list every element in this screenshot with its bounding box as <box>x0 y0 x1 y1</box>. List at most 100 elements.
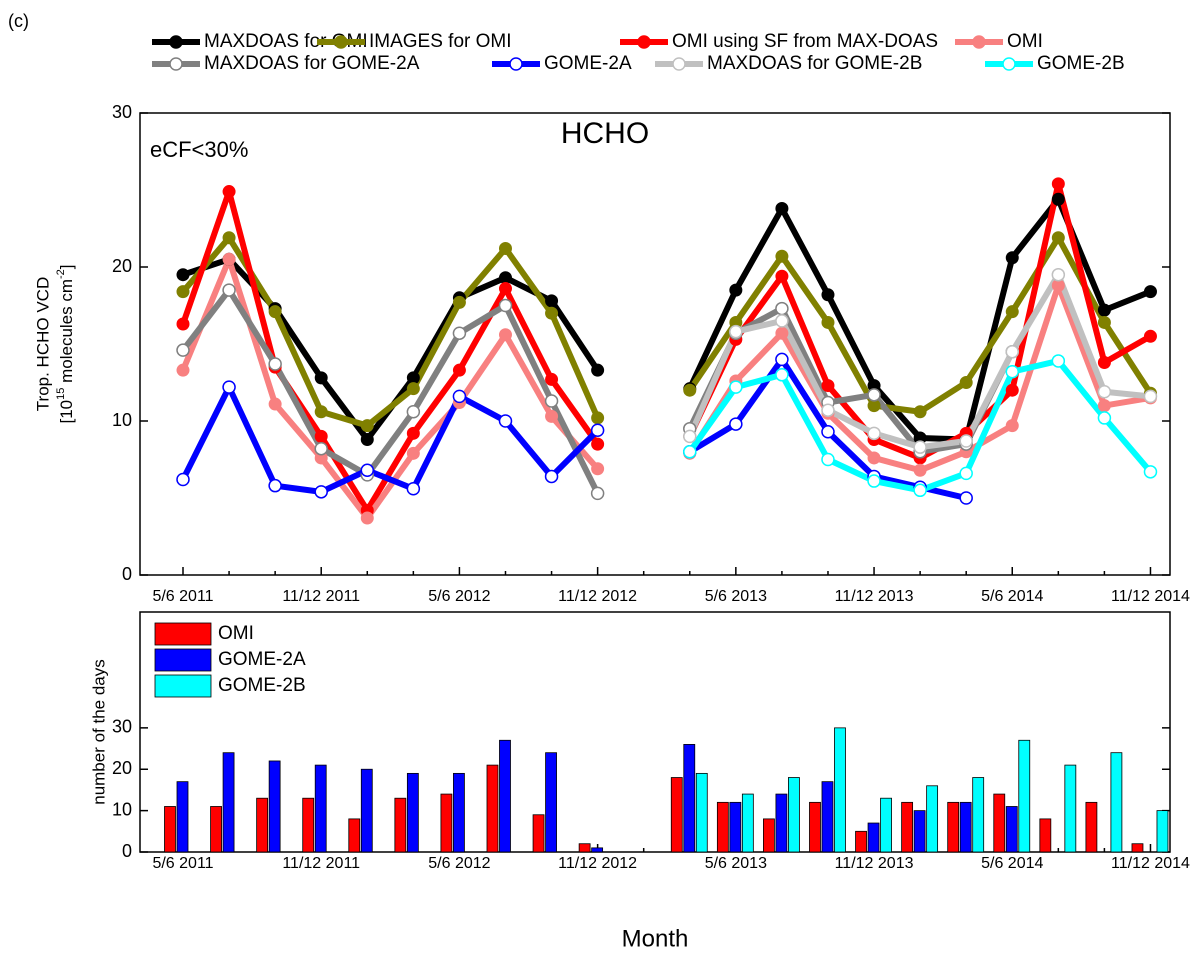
annotation: eCF<30% <box>150 137 248 162</box>
x-tick-label: 5/6 2014 <box>981 588 1043 605</box>
bar <box>972 777 985 853</box>
x-tick-label: 11/12 2014 <box>1111 588 1190 605</box>
legend-label: IMAGES for OMI <box>369 31 512 52</box>
bar <box>741 793 754 853</box>
marker <box>729 380 743 394</box>
bar <box>360 768 373 853</box>
marker <box>590 423 605 437</box>
bar <box>1018 739 1031 853</box>
marker <box>1143 329 1157 343</box>
marker <box>222 185 236 199</box>
bar <box>729 801 742 853</box>
marker <box>775 314 789 328</box>
bar <box>1110 752 1123 853</box>
marker <box>452 326 467 340</box>
marker <box>314 405 328 419</box>
marker <box>360 419 374 433</box>
marker <box>590 486 605 501</box>
marker <box>222 231 236 245</box>
bar <box>926 785 939 853</box>
bar <box>545 752 557 853</box>
marker <box>591 437 605 451</box>
bar <box>947 801 960 853</box>
bar <box>578 843 591 853</box>
marker <box>959 491 973 505</box>
bar <box>314 764 327 853</box>
legend-label: GOME-2B <box>218 675 306 696</box>
bar <box>591 847 604 853</box>
x-tick-label: 5/6 2012 <box>428 588 490 605</box>
x-tick-label: 5/6 2011 <box>152 588 213 605</box>
top-plot-frame <box>139 112 1171 576</box>
bar <box>959 801 972 853</box>
legend-swatch <box>154 622 212 646</box>
legend-marker <box>509 57 523 71</box>
marker <box>775 201 789 215</box>
panel-label: (c) <box>8 11 29 31</box>
marker <box>959 466 973 481</box>
marker <box>821 403 835 417</box>
legend-marker <box>334 35 348 49</box>
marker <box>775 326 789 340</box>
y-tick-label: 0 <box>122 564 132 584</box>
legend-label: OMI <box>218 623 254 644</box>
marker <box>683 383 697 397</box>
x-tick-label: 5/6 2014 <box>981 855 1043 872</box>
marker <box>498 414 513 428</box>
y-tick-label: 20 <box>112 256 132 276</box>
marker <box>1051 192 1065 206</box>
y-tick-label: 0 <box>122 841 132 861</box>
legend-label: OMI <box>1007 31 1043 52</box>
bar <box>210 806 222 853</box>
marker <box>775 352 789 367</box>
bar <box>763 818 775 853</box>
legend-label: GOME-2A <box>218 649 306 670</box>
marker <box>1097 315 1111 329</box>
y-tick-label: 30 <box>112 717 132 737</box>
marker <box>406 405 421 419</box>
bar <box>164 806 176 853</box>
x-tick-label: 11/12 2013 <box>835 855 914 872</box>
marker <box>498 298 513 313</box>
marker <box>591 363 605 377</box>
marker <box>821 379 835 393</box>
marker <box>314 429 328 443</box>
marker <box>821 288 835 302</box>
unit-part: ] <box>57 264 76 269</box>
legend-marker <box>169 57 183 71</box>
marker <box>268 357 282 371</box>
bar <box>683 744 696 853</box>
x-tick-label: 5/6 2013 <box>705 855 767 872</box>
bar <box>1131 843 1144 853</box>
bar <box>788 777 800 853</box>
series-line <box>180 180 1152 514</box>
marker <box>1143 389 1158 404</box>
marker <box>176 317 190 331</box>
marker <box>314 441 328 456</box>
legend-marker <box>972 35 986 49</box>
unit-part: molecules cm <box>57 279 76 388</box>
y-tick-label: 30 <box>112 102 132 122</box>
bar <box>834 727 846 853</box>
marker <box>729 283 743 297</box>
x-axis-title: Month <box>622 925 689 952</box>
legend-marker <box>169 35 183 49</box>
legend-marker <box>1002 57 1016 71</box>
marker <box>1051 267 1066 282</box>
marker <box>406 446 420 460</box>
marker <box>406 482 421 496</box>
bar <box>268 760 281 853</box>
marker <box>176 343 190 357</box>
marker <box>867 388 881 402</box>
bar <box>176 781 189 853</box>
marker <box>683 445 697 459</box>
marker <box>406 426 420 440</box>
marker <box>1005 383 1019 397</box>
marker <box>452 363 466 377</box>
x-tick-label: 11/12 2012 <box>558 855 637 872</box>
bar <box>775 793 788 853</box>
marker <box>913 440 927 454</box>
marker <box>268 305 282 319</box>
marker <box>1143 465 1158 479</box>
x-tick-label: 11/12 2012 <box>558 588 637 605</box>
